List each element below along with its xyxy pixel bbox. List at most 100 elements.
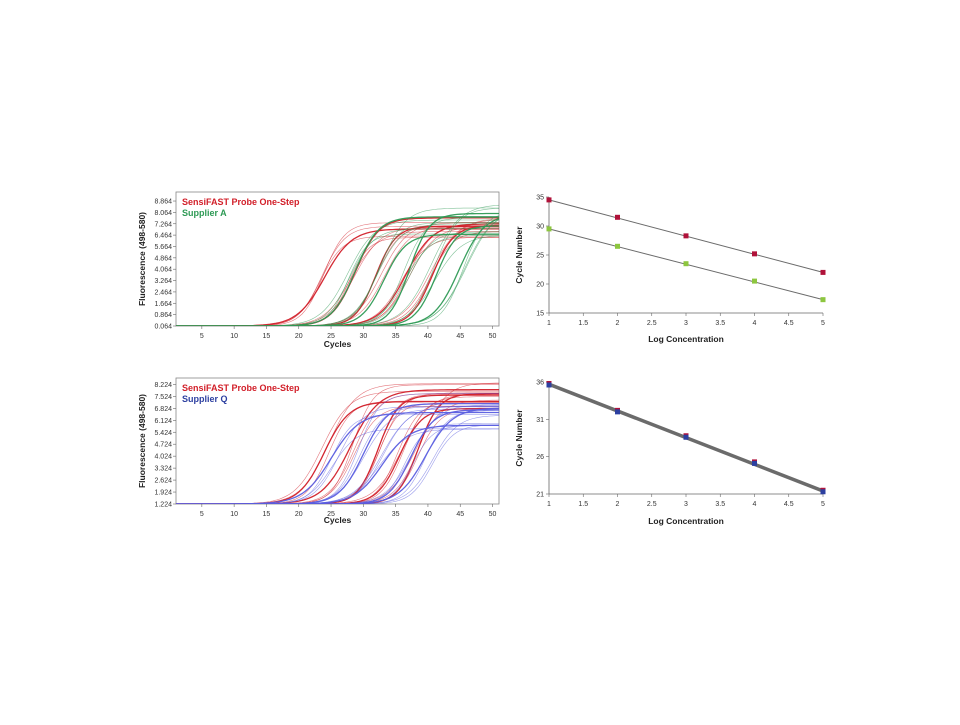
data-point xyxy=(615,243,620,249)
data-point xyxy=(546,226,552,232)
y-tick-label: 4.864 xyxy=(154,255,172,262)
data-point xyxy=(752,251,757,257)
data-point xyxy=(546,382,552,388)
y-tick-label: 3.324 xyxy=(154,466,172,473)
y-tick-label: 21 xyxy=(536,492,544,499)
amplification-curve xyxy=(176,392,499,504)
amplification-curve xyxy=(176,228,499,326)
x-axis-label: Log Concentration xyxy=(648,516,724,526)
amplification-curve xyxy=(176,410,499,504)
amplification-curve xyxy=(176,225,499,326)
x-tick-label: 15 xyxy=(263,511,271,518)
amplification-curve xyxy=(176,215,499,326)
x-axis-label: Log Concentration xyxy=(648,334,724,344)
curves xyxy=(176,204,499,326)
x-tick-label: 40 xyxy=(424,333,432,340)
x-tick-label: 5 xyxy=(200,333,204,340)
y-tick-label: 1.664 xyxy=(154,301,172,308)
x-tick-label: 4 xyxy=(753,501,757,508)
data-point xyxy=(615,409,620,415)
amplification-curve xyxy=(176,428,499,504)
amplification-curve xyxy=(176,393,499,504)
x-tick-label: 50 xyxy=(489,511,497,518)
y-tick-label: 2.464 xyxy=(154,289,172,296)
y-tick-label: 4.024 xyxy=(154,454,172,461)
x-tick-label: 2.5 xyxy=(647,501,657,508)
y-tick-label: 4.724 xyxy=(154,442,172,449)
x-tick-label: 20 xyxy=(295,333,303,340)
amplification-curve xyxy=(176,233,499,326)
y-tick-label: 20 xyxy=(536,282,544,289)
amplification-curve xyxy=(176,402,499,504)
x-axis-label: Cycles xyxy=(324,515,352,525)
data-point xyxy=(683,434,689,440)
y-tick-label: 6.824 xyxy=(154,406,172,413)
amplification-curve xyxy=(176,223,499,326)
amplification-curve xyxy=(176,406,499,504)
x-tick-label: 3 xyxy=(684,501,688,508)
y-tick-label: 2.624 xyxy=(154,478,172,485)
amplification-curve xyxy=(176,384,499,504)
x-tick-label: 35 xyxy=(392,333,400,340)
y-tick-label: 5.424 xyxy=(154,430,172,437)
legend-entry: Supplier A xyxy=(182,208,227,218)
x-tick-label: 5 xyxy=(821,320,825,327)
x-tick-label: 40 xyxy=(424,511,432,518)
data-point xyxy=(820,297,826,303)
y-tick-label: 4.064 xyxy=(154,267,172,274)
x-tick-label: 3 xyxy=(684,320,688,327)
x-tick-label: 1 xyxy=(547,320,551,327)
amplification-curve xyxy=(176,225,499,326)
standard-curve-plot-3: 1 1.5 2 2.5 3 3.5 4 4.5 5 21 26 31 36 Log Concentrati… xyxy=(514,380,826,526)
standard-curve-plot-1: 1 1.5 2 2.5 3 3.5 4 4.5 5 15 20 25 30 35 Log Concentra… xyxy=(514,195,826,344)
y-tick-label: 7.264 xyxy=(154,221,172,228)
x-tick-label: 45 xyxy=(456,511,464,518)
x-tick-label: 20 xyxy=(295,511,303,518)
y-axis-label: Fluorescence (498-580) xyxy=(137,212,147,306)
amplification-curve xyxy=(176,222,499,326)
y-tick-label: 31 xyxy=(536,417,544,424)
amplification-curve xyxy=(176,231,499,326)
y-axis-label: Fluorescence (498-580) xyxy=(137,394,147,488)
y-tick-label: 15 xyxy=(536,311,544,318)
y-tick-label: 5.664 xyxy=(154,244,172,251)
data-point xyxy=(683,261,689,267)
x-tick-label: 4.5 xyxy=(784,501,794,508)
amplification-plot-0: 5 10 15 20 25 30 35 40 45 50 0.064 0.864 1.664 2.464 3… xyxy=(137,191,500,349)
y-tick-label: 30 xyxy=(536,224,544,231)
amplification-curve xyxy=(176,217,499,326)
x-tick-label: 10 xyxy=(230,333,238,340)
x-tick-label: 25 xyxy=(327,511,335,518)
y-tick-label: 6.464 xyxy=(154,233,172,240)
amplification-curve xyxy=(176,425,499,504)
x-tick-label: 2.5 xyxy=(647,320,657,327)
x-tick-label: 5 xyxy=(821,501,825,508)
y-tick-label: 1.924 xyxy=(154,490,172,497)
data-point xyxy=(546,197,552,203)
y-tick-label: 8.864 xyxy=(154,199,172,206)
y-tick-label: 25 xyxy=(536,253,544,260)
y-tick-label: 35 xyxy=(536,195,544,202)
y-tick-label: 8.224 xyxy=(154,382,172,389)
x-tick-label: 15 xyxy=(263,333,271,340)
amplification-curve xyxy=(176,428,499,504)
data-point xyxy=(683,233,689,239)
y-axis-label: Cycle Number xyxy=(514,226,524,284)
y-tick-label: 3.264 xyxy=(154,278,172,285)
y-tick-label: 36 xyxy=(536,380,544,387)
y-tick-label: 8.064 xyxy=(154,210,172,217)
x-tick-label: 50 xyxy=(489,333,497,340)
y-axis-label: Cycle Number xyxy=(514,409,524,467)
x-tick-label: 25 xyxy=(327,333,335,340)
amplification-curve xyxy=(176,389,499,504)
legend-entry: SensiFAST Probe One-Step xyxy=(182,383,300,393)
data-point xyxy=(615,214,620,220)
curves xyxy=(176,382,499,504)
amplification-plot-2: 5 10 15 20 25 30 35 40 45 50 1.224 1.924 2.624 3.324 4… xyxy=(137,377,500,525)
amplification-curve xyxy=(176,424,499,504)
x-tick-label: 4.5 xyxy=(784,320,794,327)
x-tick-label: 4 xyxy=(753,320,757,327)
y-tick-label: 7.524 xyxy=(154,394,172,401)
